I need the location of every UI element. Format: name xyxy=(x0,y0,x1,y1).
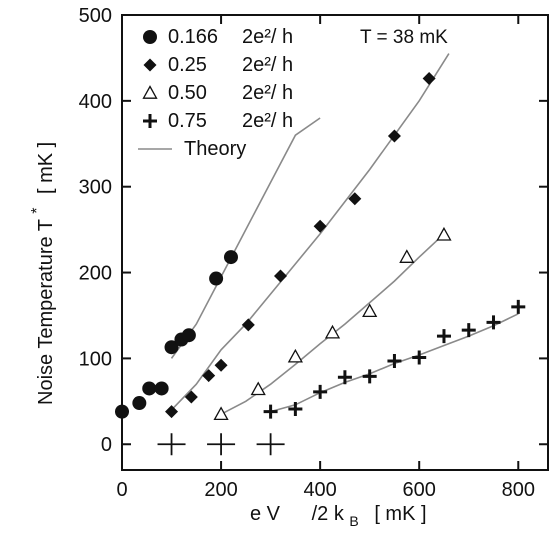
y-axis-title-main: Noise Temperature T xyxy=(35,219,57,405)
theory-curve xyxy=(170,117,321,359)
x-axis-title-main: e V xyxy=(250,503,281,525)
data-point-plus xyxy=(337,370,352,385)
x-axis-title-k: /2 k xyxy=(312,503,345,525)
data-point-diamond xyxy=(214,358,228,372)
y-tick-label: 0 xyxy=(101,434,112,456)
legend-unit: 2e²/ h xyxy=(242,26,293,48)
legend-unit: 2e²/ h xyxy=(242,110,293,132)
cross-marker xyxy=(157,433,186,456)
y-axis: 0 100 200 300 400 500 xyxy=(79,5,548,456)
temperature-annotation: T = 38 mK xyxy=(360,27,448,48)
data-point-circle xyxy=(223,250,238,265)
legend-marker-plus xyxy=(143,114,157,128)
data-point-triangle-open xyxy=(213,406,229,421)
y-tick-label: 300 xyxy=(79,177,112,199)
x-axis-title: e V /2 k B [ mK ] xyxy=(250,503,427,531)
x-tick-label: 200 xyxy=(204,479,237,501)
legend-value: 0.75 xyxy=(168,110,207,132)
data-point-circle xyxy=(115,404,129,419)
y-axis-title: Noise Temperature T * [ mK ] xyxy=(25,142,57,405)
x-tick-label: 600 xyxy=(403,479,436,501)
legend-marker-triangle-open xyxy=(142,85,158,99)
legend-value: 0.50 xyxy=(168,82,207,104)
x-tick-label: 400 xyxy=(303,479,336,501)
data-point-circle xyxy=(181,328,196,343)
data-point-diamond xyxy=(165,405,179,419)
x-axis: 0 200 400 600 800 xyxy=(116,15,535,501)
plot-border xyxy=(121,14,549,471)
legend-marker-circle xyxy=(143,30,157,44)
data-point-triangle-open xyxy=(362,303,378,318)
data-point-plus xyxy=(486,315,501,330)
legend-marker-diamond xyxy=(143,58,157,72)
y-tick-label: 100 xyxy=(79,348,112,370)
cross-marker xyxy=(256,433,285,456)
plot-frame xyxy=(121,14,549,471)
data-point-circle xyxy=(142,381,157,396)
data-point-circle xyxy=(154,381,169,396)
data-point-plus xyxy=(362,369,377,384)
y-axis-title-sup: * xyxy=(29,208,46,214)
data-point-diamond xyxy=(184,390,198,404)
legend-theory-label: Theory xyxy=(184,138,246,160)
data-point-triangle-open xyxy=(436,226,452,241)
data-point-plus xyxy=(313,384,328,399)
data-point-triangle-open xyxy=(287,348,303,363)
legend-unit: 2e²/ h xyxy=(242,54,293,76)
cross-marker xyxy=(207,433,236,456)
data-point-diamond xyxy=(313,219,327,233)
legend-value: 0.25 xyxy=(168,54,207,76)
data-point-triangle-open xyxy=(324,324,341,339)
data-point-plus xyxy=(288,402,303,417)
legend-unit: 2e²/ h xyxy=(242,82,293,104)
data-point-plus xyxy=(461,323,476,338)
legend-value: 0.166 xyxy=(168,26,218,48)
data-point-triangle-open xyxy=(250,381,266,396)
x-tick-label: 800 xyxy=(502,479,535,501)
data-point-diamond xyxy=(348,192,362,206)
data-point-triangle-open xyxy=(399,249,415,263)
data-point-plus xyxy=(387,353,402,368)
x-axis-title-unit: [ mK ] xyxy=(374,503,426,525)
legend: 0.166 2e²/ h 0.25 2e²/ h 0.50 2e²/ h 0.75 2e²/ … xyxy=(138,26,293,160)
data-point-circle xyxy=(132,396,147,411)
data-points xyxy=(115,72,526,421)
data-point-diamond xyxy=(274,269,288,283)
x-axis-title-sub: B xyxy=(349,513,358,529)
theory-curve xyxy=(170,53,450,411)
data-point-diamond xyxy=(241,318,255,332)
data-point-plus xyxy=(263,404,278,419)
y-tick-label: 400 xyxy=(79,91,112,113)
data-point-circle xyxy=(209,271,224,286)
data-point-plus xyxy=(436,329,451,344)
data-point-plus xyxy=(511,299,526,314)
x-tick-label: 0 xyxy=(116,479,127,501)
data-point-plus xyxy=(412,350,427,365)
data-point-diamond xyxy=(422,72,436,86)
baseline-cross-markers xyxy=(157,433,285,456)
data-point-diamond xyxy=(202,369,216,383)
y-axis-title-unit: [ mK ] xyxy=(35,142,57,194)
y-tick-label: 200 xyxy=(79,263,112,285)
data-point-diamond xyxy=(387,129,401,143)
y-tick-label: 500 xyxy=(79,5,112,27)
data-point-circle xyxy=(164,340,179,355)
